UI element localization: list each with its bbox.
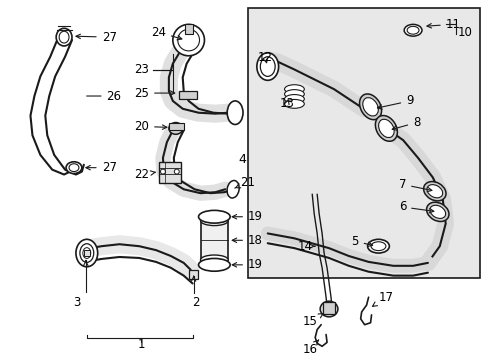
- Ellipse shape: [427, 202, 449, 221]
- Ellipse shape: [285, 95, 304, 103]
- Ellipse shape: [323, 304, 335, 314]
- Ellipse shape: [360, 94, 382, 120]
- Text: 14: 14: [297, 240, 315, 253]
- Ellipse shape: [198, 210, 230, 223]
- Bar: [189, 270, 197, 279]
- Text: 27: 27: [86, 161, 117, 174]
- Text: 27: 27: [76, 31, 117, 44]
- Ellipse shape: [200, 255, 228, 265]
- Text: 19: 19: [232, 258, 263, 271]
- Text: 12: 12: [258, 51, 272, 64]
- Text: 7: 7: [399, 178, 432, 192]
- Ellipse shape: [257, 53, 279, 80]
- Text: 21: 21: [235, 176, 255, 189]
- Ellipse shape: [379, 119, 394, 138]
- Bar: [159, 162, 181, 183]
- Ellipse shape: [59, 31, 69, 43]
- Ellipse shape: [76, 239, 98, 267]
- Text: 9: 9: [377, 94, 414, 109]
- Ellipse shape: [363, 98, 378, 116]
- Text: 8: 8: [392, 116, 420, 130]
- Ellipse shape: [227, 180, 239, 198]
- Ellipse shape: [83, 248, 91, 258]
- Ellipse shape: [198, 258, 230, 271]
- Text: 2: 2: [192, 296, 199, 309]
- Text: 20: 20: [134, 120, 167, 133]
- Ellipse shape: [430, 205, 445, 219]
- Ellipse shape: [371, 242, 386, 251]
- Bar: [200, 221, 228, 260]
- Text: 18: 18: [232, 234, 263, 247]
- Bar: [185, 24, 193, 34]
- Text: 1: 1: [137, 338, 145, 351]
- Ellipse shape: [285, 99, 304, 108]
- Text: 11: 11: [427, 18, 461, 31]
- Ellipse shape: [285, 90, 304, 99]
- Text: 15: 15: [302, 314, 323, 328]
- Ellipse shape: [404, 24, 422, 36]
- Bar: [323, 302, 335, 314]
- Bar: [84, 250, 90, 256]
- Text: 19: 19: [232, 210, 263, 223]
- Ellipse shape: [285, 85, 304, 94]
- Ellipse shape: [174, 169, 179, 174]
- Text: 23: 23: [134, 63, 149, 76]
- Bar: [248, 8, 480, 278]
- Text: 3: 3: [73, 296, 81, 309]
- Ellipse shape: [160, 169, 166, 174]
- Text: 24: 24: [151, 26, 182, 40]
- Ellipse shape: [173, 24, 204, 56]
- Ellipse shape: [69, 164, 79, 172]
- Text: 10: 10: [458, 26, 472, 39]
- Text: 17: 17: [372, 291, 393, 306]
- Ellipse shape: [169, 122, 183, 134]
- Ellipse shape: [427, 185, 442, 198]
- Ellipse shape: [424, 181, 446, 201]
- Ellipse shape: [227, 101, 243, 125]
- Text: 22: 22: [134, 168, 155, 181]
- Ellipse shape: [66, 162, 82, 174]
- Ellipse shape: [407, 26, 419, 34]
- Ellipse shape: [200, 216, 228, 226]
- Ellipse shape: [320, 301, 338, 317]
- Text: 4: 4: [238, 153, 246, 166]
- Ellipse shape: [56, 28, 72, 46]
- Ellipse shape: [260, 57, 275, 76]
- Text: 13: 13: [280, 97, 294, 111]
- Text: 16: 16: [302, 340, 318, 356]
- Text: 25: 25: [134, 86, 175, 100]
- Ellipse shape: [368, 239, 390, 253]
- Bar: [169, 122, 184, 130]
- Ellipse shape: [375, 116, 397, 141]
- Text: 6: 6: [399, 201, 434, 213]
- Ellipse shape: [80, 244, 94, 262]
- Ellipse shape: [178, 29, 199, 51]
- Text: 26: 26: [87, 90, 122, 103]
- Text: 5: 5: [351, 235, 372, 248]
- Bar: [179, 91, 196, 99]
